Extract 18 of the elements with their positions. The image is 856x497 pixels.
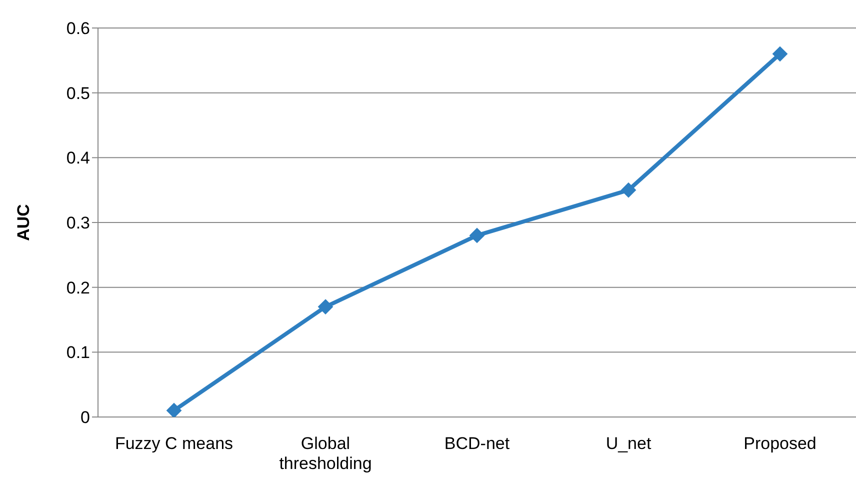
y-tick-label: 0.1 xyxy=(66,343,90,362)
x-tick-label: Proposed xyxy=(744,434,816,453)
x-tick-label: Fuzzy C means xyxy=(114,434,234,453)
x-tick-label: U_net xyxy=(606,434,652,453)
x-tick-label: BCD-net xyxy=(444,434,510,453)
point xyxy=(772,46,788,62)
y-tick-label: 0.3 xyxy=(66,214,90,233)
y-tick-label: 0.4 xyxy=(66,148,90,168)
y-axis-title: AUC xyxy=(14,204,34,241)
x-tick-label: Global thresholding xyxy=(279,434,372,473)
y-tick-label: 0.2 xyxy=(66,278,90,298)
y-tick-label: 0.5 xyxy=(66,84,90,103)
y-tick-label: 0.6 xyxy=(66,19,90,38)
point xyxy=(621,182,636,198)
point xyxy=(470,228,484,243)
point xyxy=(318,299,333,314)
y-tick-label: 0 xyxy=(80,408,90,428)
point xyxy=(166,403,182,417)
